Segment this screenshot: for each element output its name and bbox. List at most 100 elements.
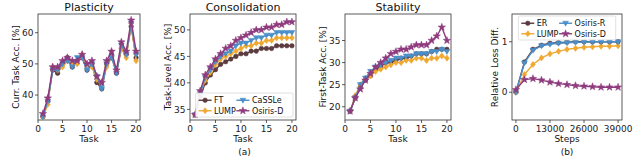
y-tick-label: 60	[22, 28, 34, 38]
marker	[118, 38, 125, 45]
marker	[264, 33, 270, 38]
x-tick-label: 5	[60, 124, 66, 134]
marker	[428, 37, 435, 44]
x-tick-label: 5	[368, 124, 374, 134]
series-line	[350, 49, 447, 111]
y-tick-label: 40	[22, 90, 34, 100]
marker	[127, 16, 134, 23]
marker	[93, 72, 100, 79]
marker	[69, 65, 75, 70]
marker	[279, 44, 284, 49]
plot-area	[346, 23, 450, 114]
panel-label: (b)	[561, 147, 574, 157]
marker	[288, 18, 295, 25]
marker	[249, 49, 254, 54]
marker	[556, 41, 562, 46]
legend-marker	[563, 21, 569, 26]
marker	[346, 107, 353, 114]
marker	[403, 54, 409, 59]
chart-title: Stability	[375, 1, 421, 14]
marker	[244, 51, 249, 56]
series-line	[43, 23, 136, 117]
marker	[39, 110, 46, 117]
y-tick	[342, 106, 345, 107]
chart-title: Plasticity	[64, 1, 114, 14]
y-axis-label: Curr. Task Acc. [%]	[11, 25, 21, 109]
legend-marker	[562, 30, 569, 37]
x-tick-label: 10	[81, 124, 93, 134]
marker	[382, 54, 389, 61]
marker	[444, 49, 450, 54]
marker	[248, 38, 254, 43]
series-line	[195, 22, 292, 115]
marker	[269, 33, 275, 38]
y-tick	[35, 95, 38, 96]
marker	[362, 76, 369, 83]
marker	[228, 49, 234, 54]
marker	[103, 57, 110, 64]
legend-label: CaSSLe	[252, 96, 282, 105]
marker	[253, 36, 259, 41]
marker	[546, 78, 553, 85]
x-axis-label: Task	[78, 134, 99, 144]
marker	[573, 45, 578, 51]
marker	[573, 40, 579, 45]
marker	[538, 76, 545, 83]
marker	[606, 83, 613, 90]
marker	[529, 75, 536, 82]
y-tick	[187, 29, 190, 30]
x-tick-label: 15	[416, 124, 427, 134]
figure: 40506005101520PlasticityTaskCurr. Task A…	[0, 0, 640, 159]
marker	[279, 30, 285, 35]
y-tick-label: 50	[22, 59, 34, 69]
marker	[530, 48, 536, 53]
y-axis-label: First-Task Acc. [%]	[318, 27, 328, 108]
chart: 40506005101520PlasticityTaskCurr. Task A…	[11, 1, 142, 144]
plot-frame	[38, 14, 140, 120]
y-tick-label: 40	[174, 78, 186, 88]
marker	[284, 30, 290, 35]
marker	[227, 42, 234, 49]
marker	[607, 40, 613, 45]
series-line	[516, 42, 618, 92]
marker	[548, 51, 553, 57]
series-line	[516, 42, 618, 92]
x-tick-label: 26000	[570, 124, 599, 134]
marker	[589, 83, 596, 90]
marker	[388, 58, 394, 63]
marker	[70, 65, 75, 70]
chart: 3540455005101520ConsolidationTaskTask-Le…	[163, 1, 298, 144]
marker	[238, 41, 244, 46]
chart-title: Consolidation	[206, 1, 281, 14]
y-tick-label: 20	[329, 102, 341, 112]
marker	[207, 63, 214, 70]
legend-label: LUMP	[214, 107, 236, 116]
legend-marker	[526, 21, 531, 26]
y-tick-label: 0	[502, 87, 508, 97]
marker	[78, 51, 85, 58]
marker	[423, 41, 430, 48]
series-line	[350, 49, 447, 111]
marker	[212, 55, 219, 62]
y-tick	[509, 41, 512, 42]
marker	[434, 49, 440, 54]
marker	[429, 49, 434, 54]
x-tick-label: 15	[106, 124, 117, 134]
x-tick-label: 39000	[604, 124, 633, 134]
marker	[615, 40, 621, 45]
marker	[443, 37, 450, 44]
marker	[351, 94, 358, 101]
marker	[539, 55, 544, 61]
marker	[88, 57, 95, 64]
marker	[547, 42, 553, 47]
x-axis-label: Steps	[554, 134, 579, 144]
marker	[132, 48, 139, 55]
legend-label: Osiris-R	[575, 19, 606, 28]
y-tick	[342, 40, 345, 41]
x-tick-label: 5	[213, 124, 219, 134]
marker	[439, 47, 445, 52]
x-tick-label: 0	[513, 124, 519, 134]
marker	[285, 44, 290, 49]
marker	[258, 36, 264, 41]
y-tick-label: 25	[329, 80, 340, 90]
